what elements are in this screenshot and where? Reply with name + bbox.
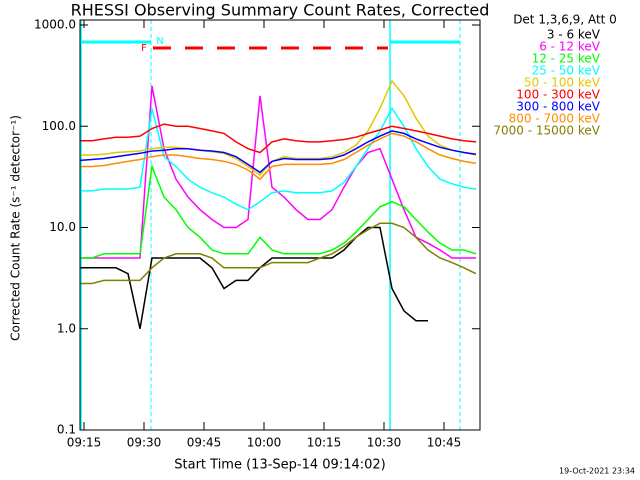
legend-label: 25 - 50 keV — [532, 64, 601, 78]
y-tick-label: 1000.0 — [34, 18, 76, 32]
x-tick-label: 09:45 — [187, 436, 222, 450]
y-tick-label: 100.0 — [42, 119, 76, 133]
series-line — [80, 123, 477, 154]
flare-flag: F — [141, 43, 147, 54]
x-tick-label: 09:30 — [127, 436, 162, 450]
legend-label: 300 - 800 keV — [516, 100, 600, 114]
x-tick-label: 10:00 — [247, 436, 282, 450]
series-line — [80, 132, 477, 181]
legend-label: 50 - 100 keV — [524, 76, 601, 90]
legend-title: Det 1,3,6,9, Att 0 — [513, 13, 617, 27]
x-tick-label: 10:45 — [427, 436, 462, 450]
x-tick-label: 09:15 — [67, 436, 102, 450]
plot-frame — [79, 19, 481, 431]
legend-label: 100 - 300 keV — [516, 88, 600, 102]
plot-area — [79, 79, 477, 329]
series-line — [80, 226, 428, 329]
legend-label: 800 - 7000 keV — [509, 112, 601, 126]
timestamp: 19-Oct-2021 23:34 — [559, 467, 635, 476]
x-tick-label: 10:15 — [307, 436, 342, 450]
x-axis-label: Start Time (13-Sep-14 09:14:02) — [174, 458, 385, 473]
x-tick-label: 10:30 — [367, 436, 402, 450]
chart-title: RHESSI Observing Summary Count Rates, Co… — [71, 1, 490, 20]
night-flag: N — [156, 36, 163, 47]
series-line — [80, 222, 477, 285]
orbit-markers — [80, 20, 461, 430]
series-line — [80, 106, 477, 211]
legend-label: 7000 - 15000 keV — [493, 124, 600, 138]
legend-label: 12 - 25 keV — [532, 52, 601, 66]
legend-label: 6 - 12 keV — [539, 40, 601, 54]
series-line — [80, 163, 477, 259]
y-tick-label: 0.1 — [57, 423, 76, 437]
series-line — [79, 130, 477, 174]
y-axis-label: Corrected Count Rate (s⁻¹ detector⁻¹) — [9, 115, 23, 341]
y-tick-label: 10.0 — [49, 220, 76, 234]
series-line — [80, 79, 477, 177]
y-tick-label: 1.0 — [57, 321, 76, 335]
legend-label: 3 - 6 keV — [547, 28, 601, 42]
series-line — [80, 85, 476, 259]
